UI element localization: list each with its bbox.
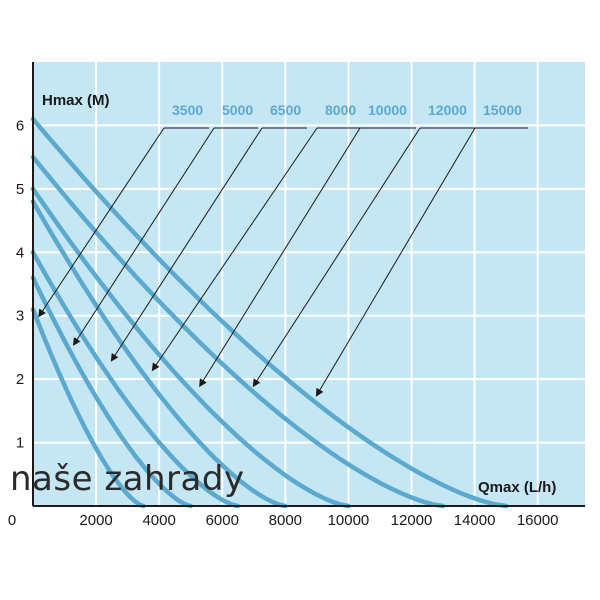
x-tick-label: 14000 [454,512,496,529]
x-axis-title: Qmax (L/h) [478,479,556,496]
curves [30,116,509,509]
tick-labels: 0 2000 4000 6000 8000 10000 12000 14000 16000 1 2 3… [8,117,559,529]
x-tick-label: 10000 [328,512,370,529]
leader-arrow-5000 [72,127,215,346]
series-curve-8000 [30,199,288,509]
series-label-15000: 15000 [483,102,522,118]
plot-background [33,62,585,506]
leader-arrow-12000 [252,127,421,388]
leader-arrow-8000 [151,127,318,372]
y-tick-label: 3 [16,308,24,325]
leader-arrow-3500 [38,127,165,318]
leader-arrow-15000 [315,127,476,397]
x-tick-label: 12000 [391,512,433,529]
label-leaders [38,127,528,397]
series-curve-15000 [30,116,509,509]
axes [32,62,585,507]
x-tick-label: 2000 [79,512,112,529]
y-tick-label: 1 [16,435,24,452]
x-tick-label: 8000 [269,512,302,529]
series-labels: 3500 5000 6500 8000 10000 12000 15000 [172,102,522,118]
x-tick-label: 4000 [142,512,175,529]
x-tick-label: 0 [8,512,16,529]
y-axis-title: Hmax (M) [42,92,110,109]
series-label-3500: 3500 [172,102,203,118]
series-curve-10000 [30,186,351,509]
x-tick-label: 6000 [206,512,239,529]
series-label-8000: 8000 [325,102,356,118]
series-label-6500: 6500 [270,102,301,118]
leader-arrow-6500 [110,127,263,362]
y-tick-label: 6 [16,117,24,134]
series-label-5000: 5000 [222,102,253,118]
y-tick-label: 4 [16,244,24,261]
leader-arrow-10000 [199,127,361,388]
series-curve-5000 [30,275,193,509]
series-curve-12000 [30,154,446,509]
series-curve-6500 [30,250,241,509]
y-tick-label: 2 [16,371,24,388]
series-curve-3500 [30,307,146,509]
y-tick-label: 5 [16,181,24,198]
x-tick-label: 16000 [517,512,559,529]
series-label-12000: 12000 [428,102,467,118]
series-label-10000: 10000 [368,102,407,118]
watermark: naše zahrady [10,459,245,499]
